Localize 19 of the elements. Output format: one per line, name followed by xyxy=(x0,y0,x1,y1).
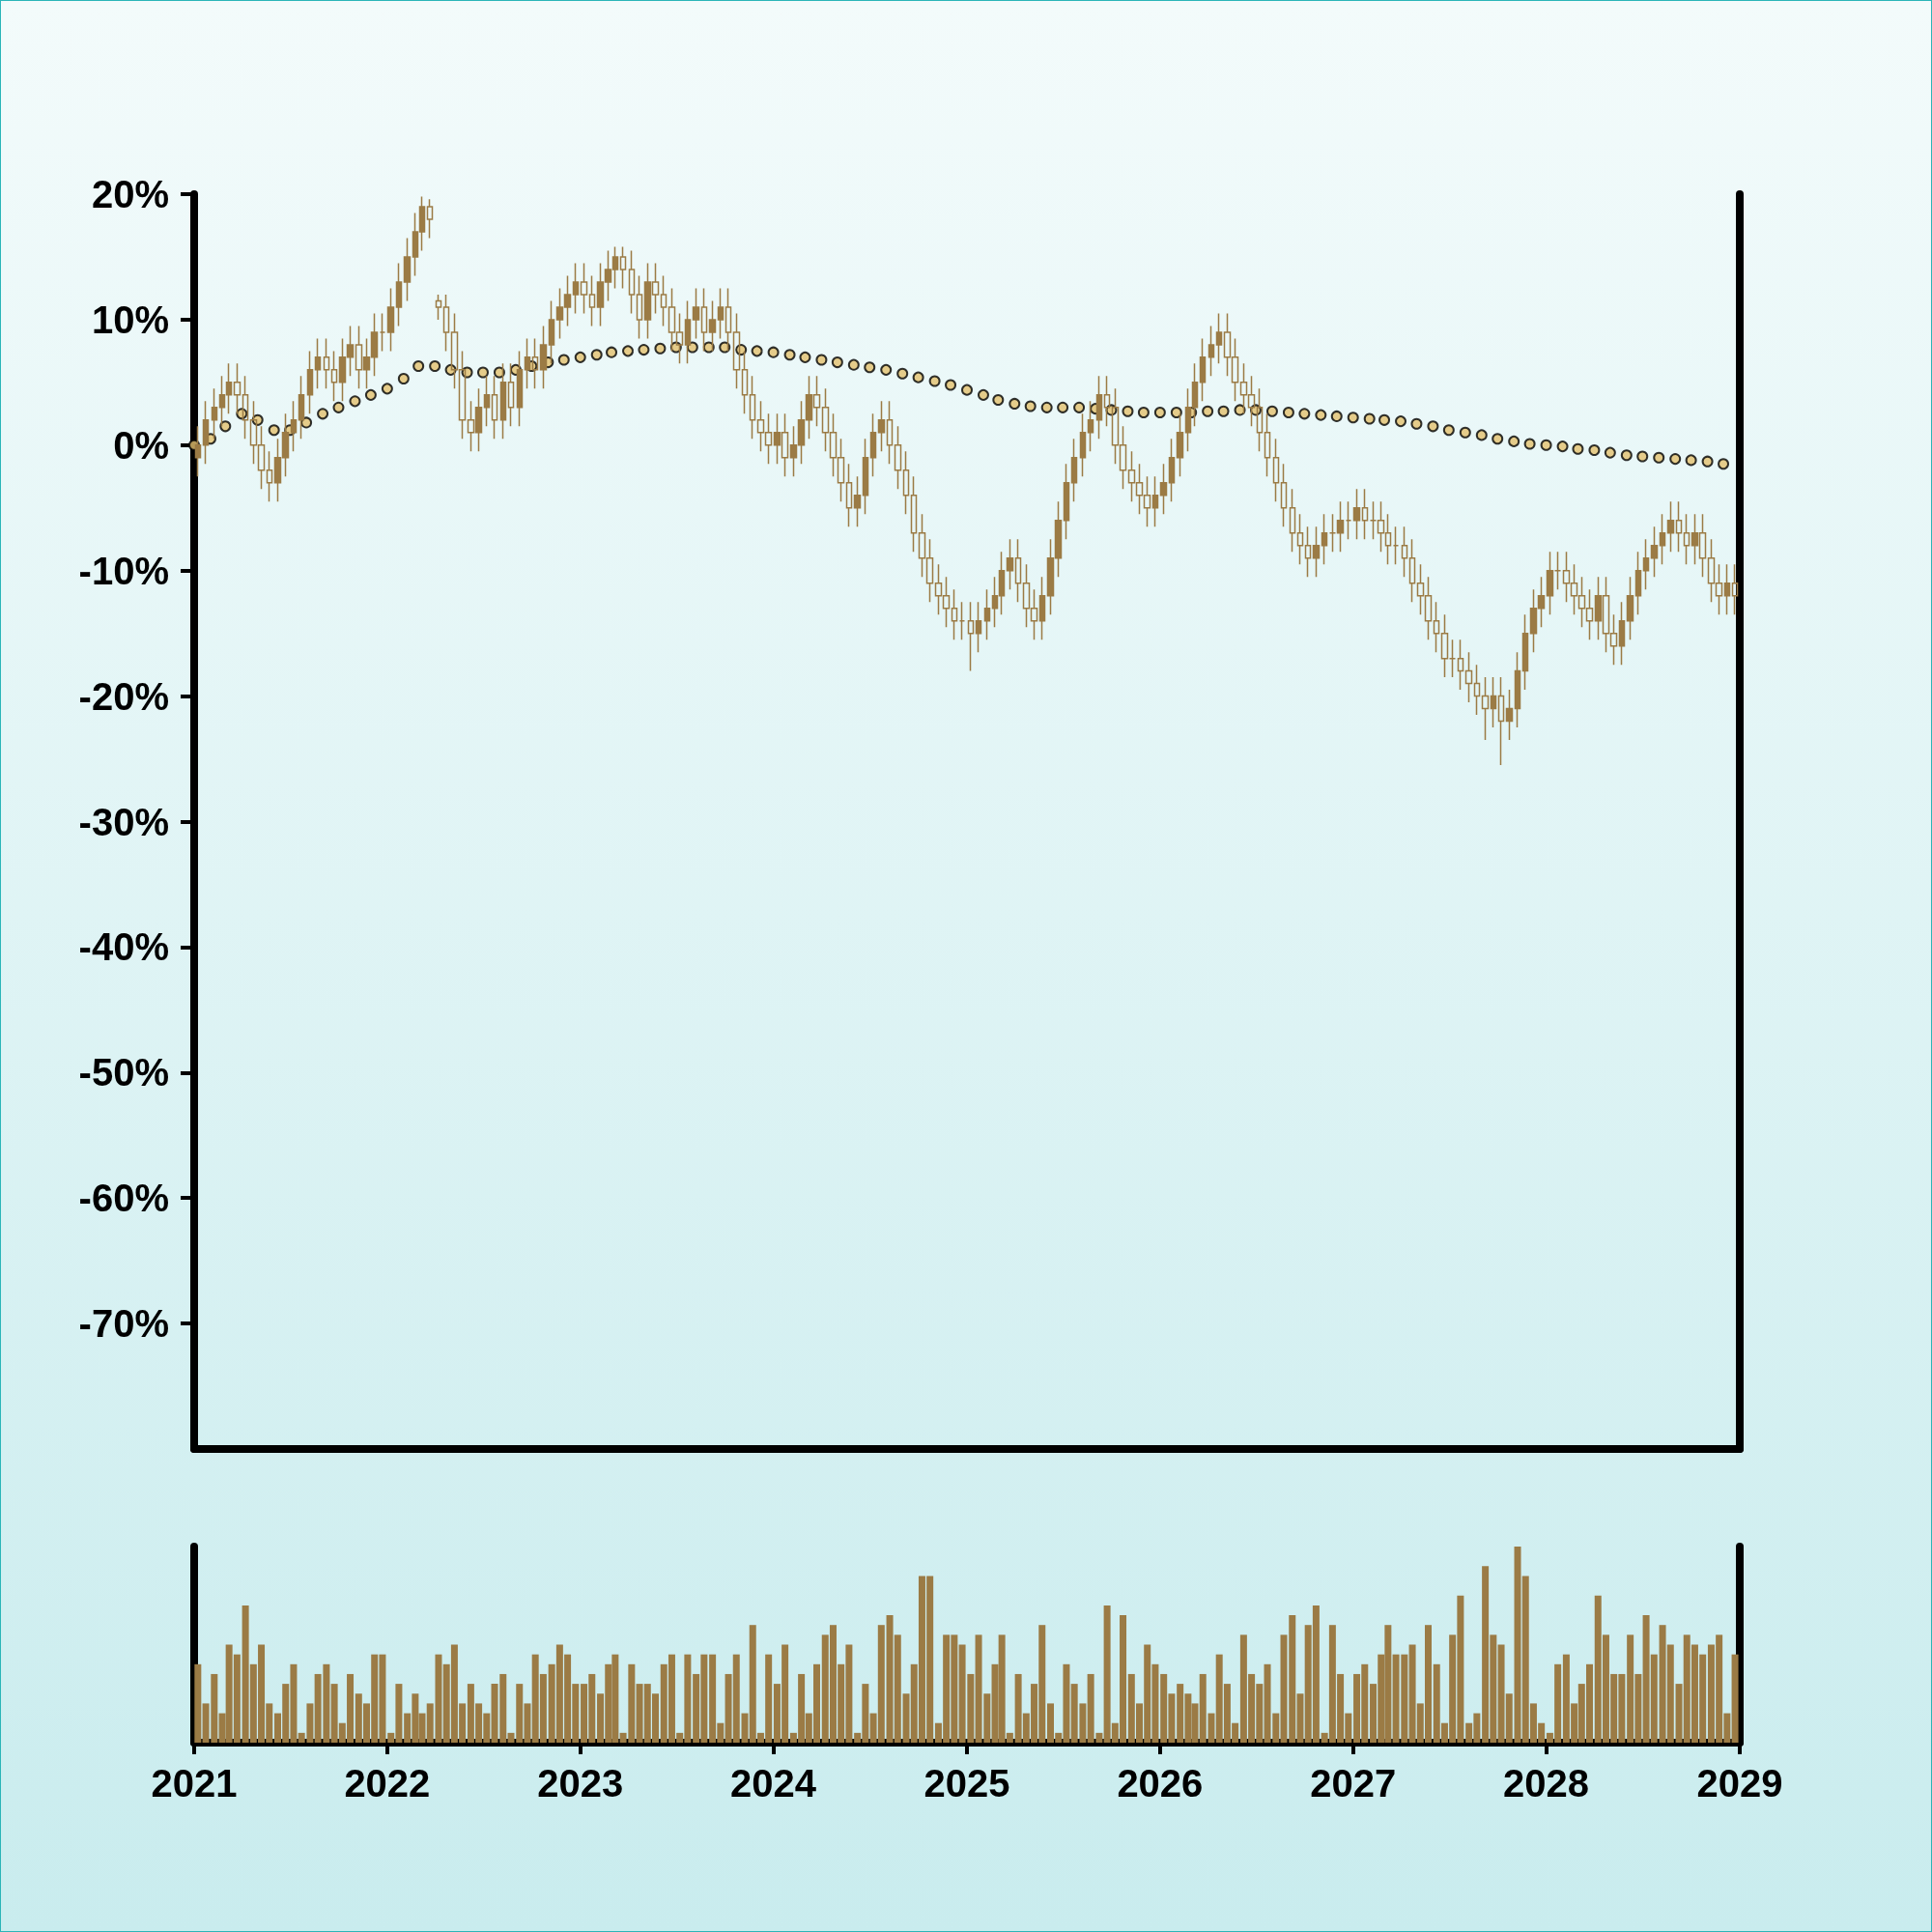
x-tick-label: 2027 xyxy=(1310,1762,1397,1804)
y-tick-label: -50% xyxy=(78,1051,169,1094)
y-tick-label: -40% xyxy=(78,925,169,969)
y-tick-label: 20% xyxy=(91,173,169,215)
x-tick-label: 2026 xyxy=(1117,1762,1204,1804)
x-tick-label: 2024 xyxy=(730,1762,817,1804)
x-tick-label: 2021 xyxy=(151,1762,238,1804)
x-tick-label: 2028 xyxy=(1503,1762,1590,1804)
y-tick-label: -10% xyxy=(78,549,169,592)
y-tick-label: -20% xyxy=(78,674,169,718)
y-tick-label: -70% xyxy=(78,1302,169,1346)
y-tick-label: -60% xyxy=(78,1177,169,1220)
y-tick-label: 0% xyxy=(113,423,169,467)
y-tick-label: -30% xyxy=(78,800,169,843)
x-tick-label: 2025 xyxy=(923,1762,1010,1804)
x-tick-label: 2022 xyxy=(344,1762,431,1804)
x-tick-label: 2029 xyxy=(1696,1762,1783,1804)
y-tick-label: 10% xyxy=(91,298,169,341)
x-tick-label: 2023 xyxy=(537,1762,624,1804)
